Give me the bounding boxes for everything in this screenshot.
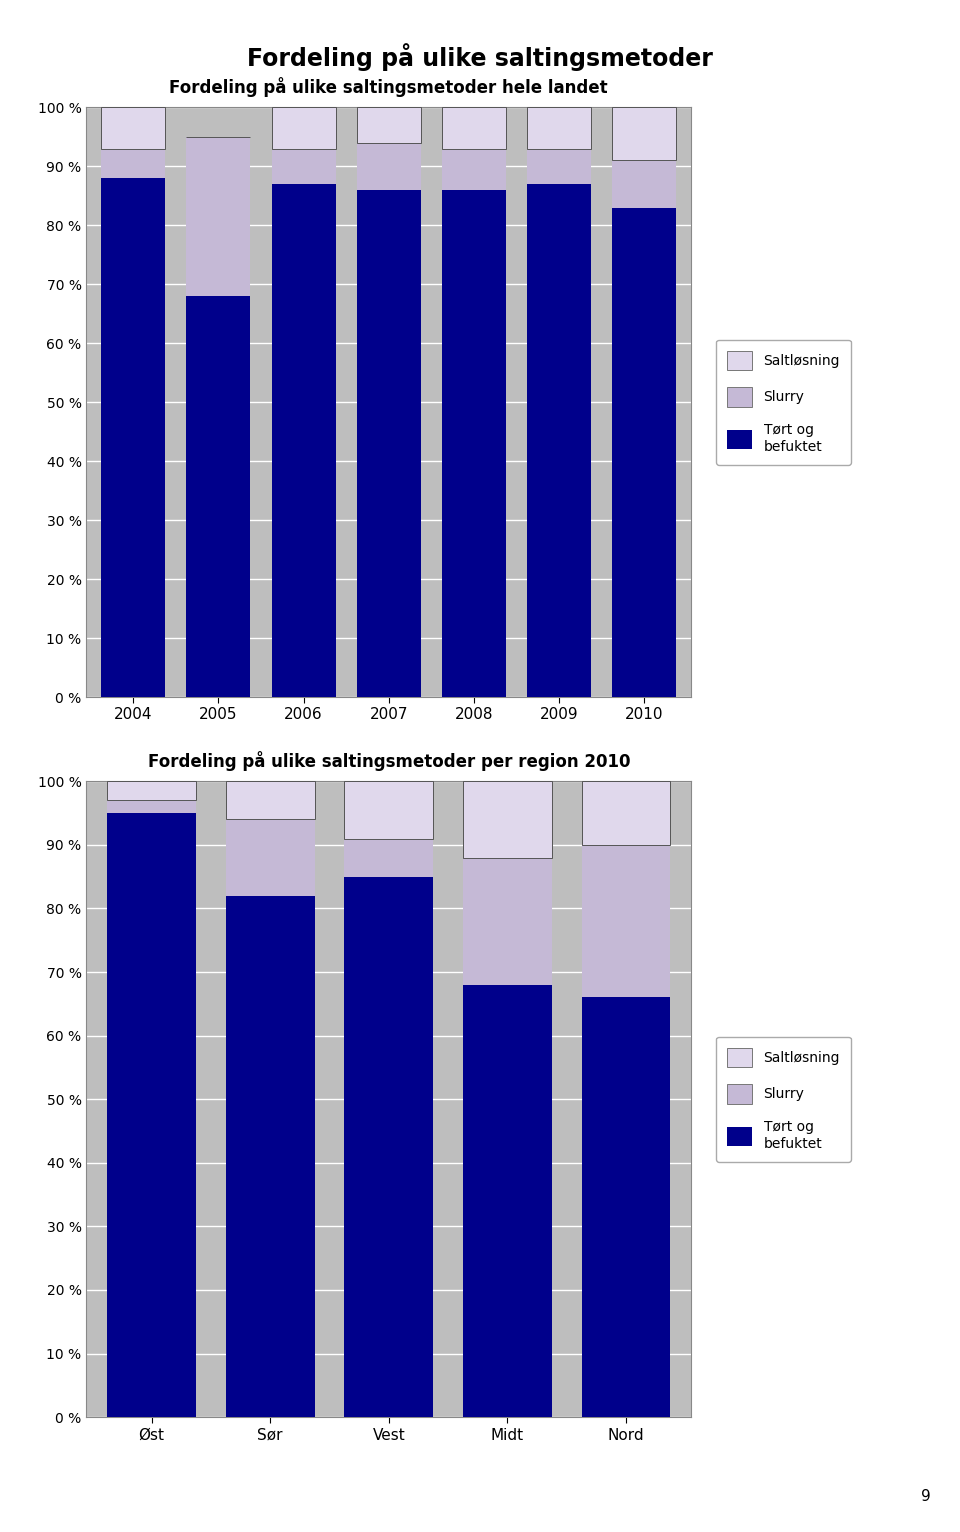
Bar — [442, 107, 506, 149]
Legend: Saltløsning, Slurry, Tørt og
befuktet: Saltløsning, Slurry, Tørt og befuktet — [716, 340, 852, 464]
Bar — [442, 190, 506, 697]
Bar — [463, 781, 552, 858]
Bar — [102, 149, 165, 178]
Title: Fordeling på ulike saltingsmetoder per region 2010: Fordeling på ulike saltingsmetoder per r… — [148, 752, 630, 772]
Bar — [108, 781, 196, 800]
Bar — [463, 858, 552, 985]
Bar — [357, 107, 420, 142]
Bar — [272, 149, 336, 184]
Bar — [272, 184, 336, 697]
Bar — [272, 107, 336, 149]
Bar — [527, 184, 591, 697]
Bar — [108, 800, 196, 813]
Bar — [226, 820, 315, 896]
Bar — [582, 844, 670, 997]
Bar — [226, 896, 315, 1417]
Bar — [612, 107, 676, 161]
Bar — [102, 178, 165, 697]
Bar — [612, 207, 676, 697]
Bar — [226, 781, 315, 820]
Bar — [345, 781, 433, 838]
Bar — [527, 149, 591, 184]
Text: 9: 9 — [922, 1489, 931, 1504]
Bar — [463, 985, 552, 1417]
Bar — [108, 813, 196, 1417]
Text: Fordeling på ulike saltingsmetoder: Fordeling på ulike saltingsmetoder — [247, 43, 713, 70]
Title: Fordeling på ulike saltingsmetoder hele landet: Fordeling på ulike saltingsmetoder hele … — [170, 78, 608, 98]
Bar — [357, 190, 420, 697]
Bar — [102, 107, 165, 149]
Bar — [582, 781, 670, 846]
Bar — [442, 149, 506, 190]
Bar — [357, 142, 420, 190]
Legend: Saltløsning, Slurry, Tørt og
befuktet: Saltløsning, Slurry, Tørt og befuktet — [716, 1037, 852, 1161]
Bar — [345, 876, 433, 1417]
Bar — [186, 136, 251, 296]
Bar — [612, 161, 676, 207]
Bar — [527, 107, 591, 149]
Bar — [582, 997, 670, 1417]
Bar — [345, 838, 433, 876]
Bar — [186, 296, 251, 697]
